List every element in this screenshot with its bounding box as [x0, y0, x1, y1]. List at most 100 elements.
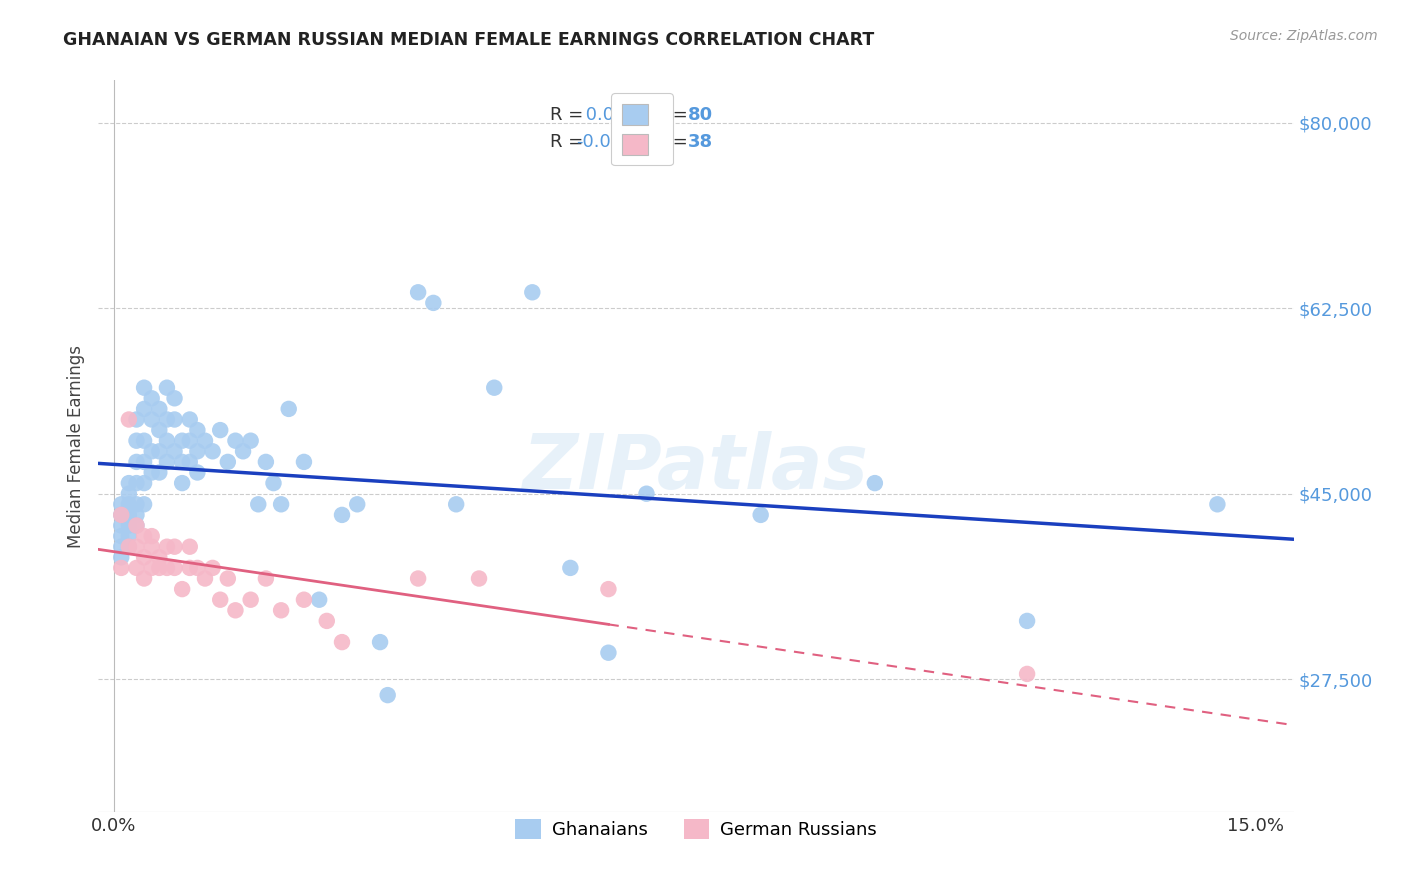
Point — [141, 444, 163, 458]
Point — [406, 285, 429, 300]
Point — [232, 444, 254, 458]
Point — [247, 497, 270, 511]
Point — [224, 434, 246, 448]
Point — [636, 486, 658, 500]
Point — [270, 603, 292, 617]
Point — [194, 572, 217, 586]
Point — [148, 561, 170, 575]
Point — [141, 466, 163, 480]
Point — [330, 508, 353, 522]
Text: N =: N = — [643, 106, 693, 124]
Point — [1017, 614, 1039, 628]
Point — [172, 434, 194, 448]
Point — [132, 381, 155, 395]
Point — [239, 434, 262, 448]
Point — [1206, 497, 1229, 511]
Point — [118, 529, 141, 543]
Point — [110, 508, 132, 522]
Point — [194, 434, 217, 448]
Text: GHANAIAN VS GERMAN RUSSIAN MEDIAN FEMALE EARNINGS CORRELATION CHART: GHANAIAN VS GERMAN RUSSIAN MEDIAN FEMALE… — [63, 31, 875, 49]
Point — [148, 423, 170, 437]
Point — [118, 476, 141, 491]
Point — [377, 688, 399, 702]
Point — [125, 476, 148, 491]
Point — [186, 561, 208, 575]
Point — [179, 561, 201, 575]
Point — [125, 434, 148, 448]
Point — [522, 285, 544, 300]
Point — [156, 455, 179, 469]
Point — [444, 497, 467, 511]
Point — [179, 412, 201, 426]
Point — [110, 529, 132, 543]
Point — [749, 508, 772, 522]
Y-axis label: Median Female Earnings: Median Female Earnings — [66, 344, 84, 548]
Point — [132, 550, 155, 565]
Text: -0.080: -0.080 — [576, 133, 634, 151]
Point — [422, 296, 444, 310]
Point — [254, 572, 277, 586]
Point — [148, 444, 170, 458]
Point — [209, 592, 232, 607]
Point — [172, 455, 194, 469]
Point — [346, 497, 368, 511]
Point — [118, 540, 141, 554]
Point — [132, 572, 155, 586]
Point — [484, 381, 506, 395]
Point — [560, 561, 582, 575]
Point — [598, 582, 620, 596]
Point — [186, 466, 208, 480]
Point — [110, 497, 132, 511]
Point — [141, 412, 163, 426]
Point — [179, 434, 201, 448]
Point — [148, 401, 170, 416]
Point — [315, 614, 337, 628]
Point — [292, 592, 315, 607]
Point — [118, 540, 141, 554]
Point — [118, 508, 141, 522]
Point — [156, 561, 179, 575]
Point — [201, 444, 224, 458]
Point — [217, 455, 239, 469]
Text: 80: 80 — [688, 106, 713, 124]
Point — [163, 444, 186, 458]
Point — [863, 476, 886, 491]
Point — [132, 529, 155, 543]
Point — [186, 444, 208, 458]
Point — [163, 540, 186, 554]
Point — [270, 497, 292, 511]
Point — [118, 518, 141, 533]
Point — [110, 561, 132, 575]
Point — [308, 592, 330, 607]
Point — [132, 401, 155, 416]
Point — [125, 561, 148, 575]
Point — [156, 540, 179, 554]
Point — [406, 572, 429, 586]
Point — [132, 455, 155, 469]
Point — [330, 635, 353, 649]
Point — [217, 572, 239, 586]
Text: ZIPatlas: ZIPatlas — [523, 431, 869, 505]
Point — [132, 476, 155, 491]
Point — [254, 455, 277, 469]
Point — [125, 540, 148, 554]
Point — [141, 392, 163, 406]
Point — [156, 381, 179, 395]
Point — [118, 497, 141, 511]
Point — [110, 508, 132, 522]
Text: 0.091: 0.091 — [581, 106, 637, 124]
Point — [209, 423, 232, 437]
Point — [292, 455, 315, 469]
Legend: Ghanaians, German Russians: Ghanaians, German Russians — [508, 812, 884, 847]
Point — [110, 518, 132, 533]
Point — [201, 561, 224, 575]
Point — [125, 412, 148, 426]
Point — [132, 434, 155, 448]
Text: R =: R = — [550, 106, 589, 124]
Point — [163, 392, 186, 406]
Point — [224, 603, 246, 617]
Text: R =: R = — [550, 133, 589, 151]
Point — [368, 635, 391, 649]
Point — [125, 518, 148, 533]
Point — [132, 497, 155, 511]
